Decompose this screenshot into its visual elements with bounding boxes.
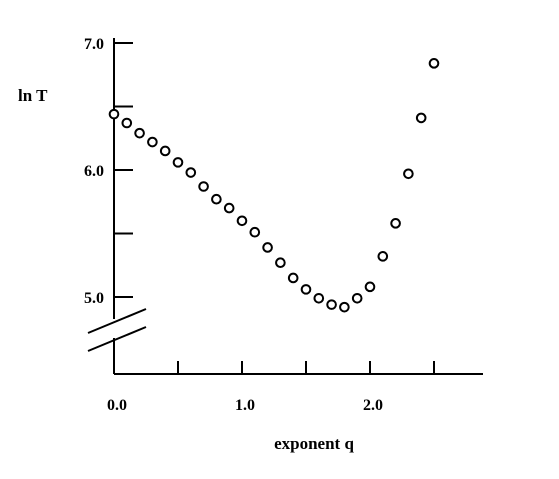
axes: 5.0 6.0 7.0 0.0 1.0 2.0	[84, 36, 483, 414]
data-point	[172, 157, 184, 168]
x-tick-label: 1.0	[235, 397, 255, 414]
data-point	[249, 226, 261, 238]
data-point	[211, 193, 222, 205]
data-point	[364, 281, 376, 293]
data-point	[351, 292, 363, 304]
y-axis-break-mark	[87, 326, 147, 352]
data-point	[198, 181, 209, 192]
data-point	[134, 127, 145, 139]
data-point	[390, 218, 401, 229]
data-point	[121, 117, 133, 129]
y-axis-label: ln T	[18, 86, 48, 105]
x-tick-label: 2.0	[363, 397, 383, 414]
y-axis-break-mark	[87, 308, 147, 334]
data-point	[403, 168, 414, 180]
data-point	[185, 167, 197, 178]
data-point	[428, 58, 440, 69]
data-point	[415, 112, 427, 124]
data-point	[108, 108, 120, 120]
data-point	[300, 284, 312, 295]
y-tick-label: 6.0	[84, 163, 104, 180]
y-tick-label: 7.0	[84, 36, 104, 53]
data-point	[275, 257, 286, 269]
data-point	[262, 242, 273, 253]
data-point	[159, 145, 171, 157]
data-point	[377, 251, 389, 262]
data-point	[326, 299, 337, 310]
data-point	[287, 272, 299, 284]
data-point	[236, 215, 248, 227]
data-points	[108, 58, 440, 313]
y-tick-label: 5.0	[84, 290, 104, 307]
data-point	[147, 136, 158, 148]
data-point	[339, 301, 350, 313]
data-point	[313, 292, 325, 304]
data-point	[223, 202, 235, 214]
x-axis-label: exponent q	[274, 434, 354, 453]
x-tick-label: 0.0	[107, 397, 127, 414]
